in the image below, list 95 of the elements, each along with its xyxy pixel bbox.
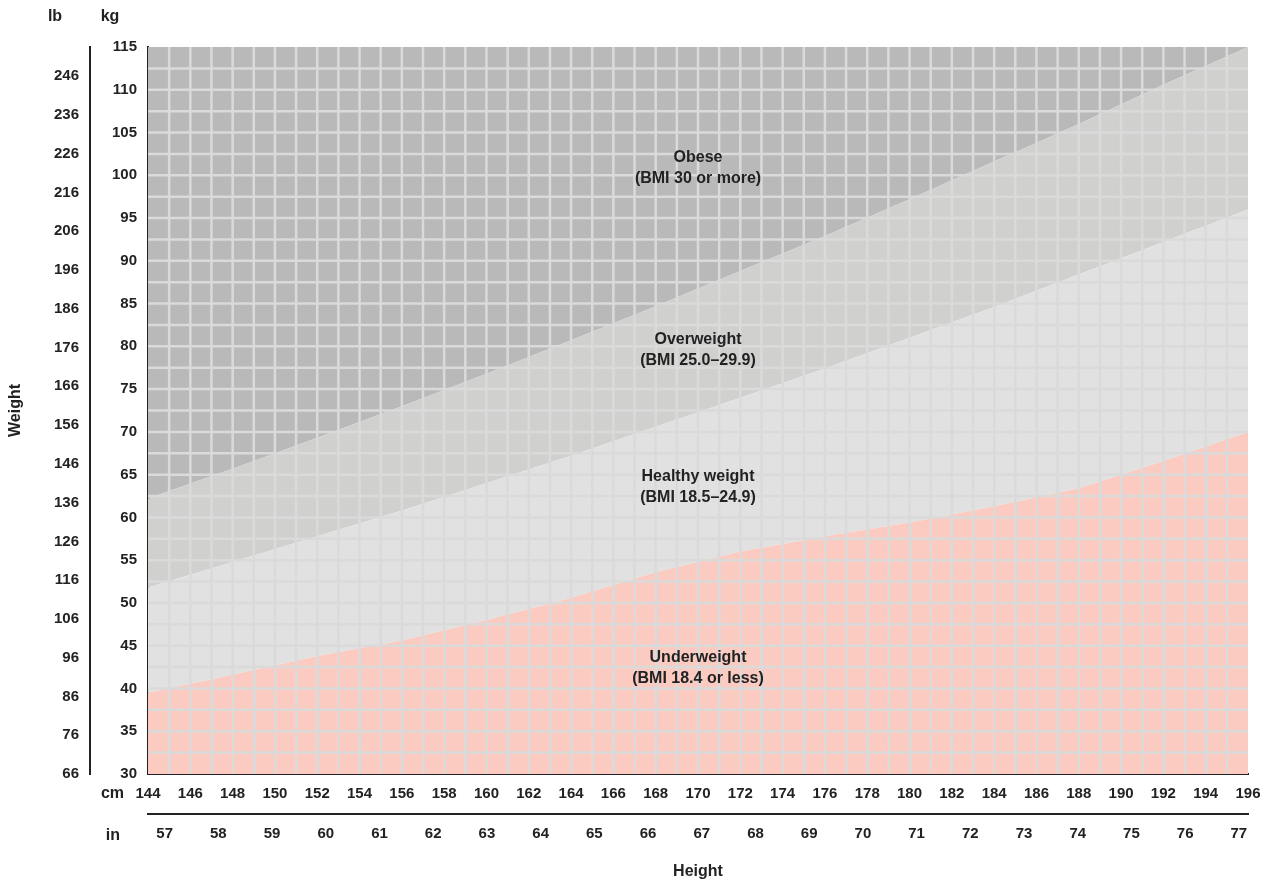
- x2-axis-title: in: [105, 826, 120, 844]
- series-label: Obese (BMI 30 or more): [634, 147, 762, 186]
- x2-tick-label: 61: [371, 824, 388, 842]
- y-tick-label: 50: [120, 593, 137, 611]
- x-tick-label: 174: [770, 784, 796, 802]
- x-tick-label: 168: [643, 784, 669, 802]
- y-tick-label: 45: [120, 635, 137, 653]
- x2-tick-label: 57: [156, 824, 173, 842]
- y2-tick-label: 176: [53, 337, 79, 355]
- x-tick-label: 170: [685, 784, 711, 802]
- x-tick-label: 194: [1193, 784, 1219, 802]
- y2-tick-label: 86: [62, 686, 79, 704]
- y2-tick-label: 136: [53, 492, 79, 510]
- y-tick-label: 110: [112, 79, 137, 97]
- x2-tick-label: 62: [424, 824, 442, 842]
- y2-tick-label: 186: [53, 298, 79, 316]
- x-tick-label: 154: [347, 784, 373, 802]
- x2-tick-label: 71: [908, 824, 925, 842]
- x2-tick-label: 72: [961, 824, 979, 842]
- y2-tick-label: 116: [54, 570, 79, 588]
- y2-tick-label: 156: [53, 415, 79, 433]
- y-tick-label: 100: [111, 165, 137, 183]
- x-tick-label: 144: [135, 784, 162, 802]
- x2-tick-label: 73: [1015, 824, 1033, 842]
- x-tick-label: 148: [220, 784, 246, 802]
- y-tick-label: 55: [120, 550, 137, 568]
- x-tick-label: 172: [727, 784, 753, 802]
- x2-tick-label: 77: [1230, 824, 1248, 842]
- x-tick-label: 166: [600, 784, 626, 802]
- x2-tick-label: 69: [800, 824, 818, 842]
- y2-tick-label: 76: [62, 725, 79, 743]
- y-tick-label: 35: [120, 721, 137, 739]
- x2-tick-label: 74: [1069, 824, 1087, 842]
- x-tick-label: 190: [1108, 784, 1134, 802]
- x-tick-label: 178: [854, 784, 880, 802]
- x2-tick-label: 58: [210, 824, 227, 842]
- x2-tick-label: 63: [478, 824, 496, 842]
- x-tick-label: 182: [939, 784, 965, 802]
- x2-tick-label: 68: [747, 824, 764, 842]
- x-tick-label: 152: [304, 784, 330, 802]
- y-tick-label: 60: [120, 507, 137, 525]
- y2-tick-label: 216: [53, 182, 79, 200]
- x2-tick-label: 65: [585, 824, 603, 842]
- x-tick-label: 156: [389, 784, 415, 802]
- y2-tick-label: 146: [53, 453, 79, 471]
- series-label: Overweight (BMI 25.0–29.9): [640, 330, 756, 369]
- y2-tick-label: 66: [62, 764, 79, 782]
- y-tick-label: 105: [111, 122, 137, 140]
- x-tick-label: 184: [981, 784, 1008, 802]
- y-tick-label: 95: [120, 208, 137, 226]
- y-tick-label: 115: [112, 37, 137, 55]
- y-tick-label: 70: [120, 422, 137, 440]
- x-tick-label: 176: [812, 784, 838, 802]
- y-tick-label: 30: [120, 764, 137, 782]
- y2-tick-label: 106: [53, 609, 79, 627]
- x2-tick-label: 67: [693, 824, 711, 842]
- text: Height: [673, 862, 724, 880]
- y2-tick-label: 166: [53, 376, 79, 394]
- x2-tick-label: 66: [639, 824, 657, 842]
- x2-tick-label: 70: [854, 824, 872, 842]
- series-label: Underweight (BMI 18.4 or less): [632, 647, 764, 686]
- x2-tick-label: 64: [532, 824, 550, 842]
- y2-tick-label: 236: [53, 104, 79, 122]
- x2-tick-label: 59: [263, 824, 281, 842]
- y-tick-label: 85: [120, 293, 137, 311]
- y-tick-label: 80: [120, 336, 137, 354]
- x2-tick-label: 76: [1176, 824, 1194, 842]
- x-tick-label: 160: [473, 784, 499, 802]
- y2-tick-label: 226: [53, 143, 79, 161]
- x-tick-label: 146: [177, 784, 203, 802]
- y2-tick-label: 96: [62, 647, 79, 665]
- x-tick-label: 186: [1023, 784, 1049, 802]
- y-tick-label: 40: [120, 678, 137, 696]
- y-tick-label: 90: [120, 250, 137, 268]
- x2-tick-label: 60: [317, 824, 335, 842]
- x-tick-label: 150: [262, 784, 288, 802]
- text: Weight: [6, 383, 24, 438]
- x-axis-title: cm: [100, 784, 124, 802]
- x-tick-label: 180: [897, 784, 923, 802]
- x-tick-label: 188: [1066, 784, 1092, 802]
- y-tick-label: 65: [120, 464, 137, 482]
- x2-tick-label: 75: [1123, 824, 1140, 842]
- y2-tick-label: 206: [53, 221, 79, 239]
- y2-tick-label: 196: [53, 260, 79, 278]
- x-tick-label: 192: [1150, 784, 1176, 802]
- series-label: Healthy weight (BMI 18.5–24.9): [640, 466, 756, 505]
- y2-tick-label: 126: [53, 531, 79, 549]
- y2-tick-label: 246: [53, 66, 79, 84]
- x-tick-label: 164: [558, 784, 585, 802]
- x-tick-label: 158: [431, 784, 457, 802]
- y-tick-label: 75: [120, 379, 137, 397]
- y2-axis-title: lb: [47, 7, 63, 25]
- x-tick-label: 196: [1235, 784, 1261, 802]
- y-axis-title: kg: [100, 7, 120, 25]
- x-tick-label: 162: [516, 784, 542, 802]
